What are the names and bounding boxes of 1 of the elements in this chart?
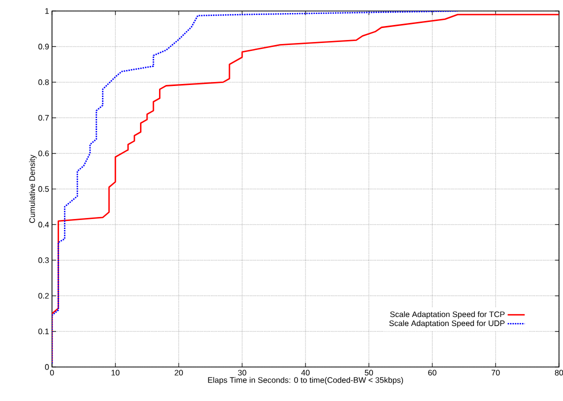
line-series (52, 14, 560, 364)
